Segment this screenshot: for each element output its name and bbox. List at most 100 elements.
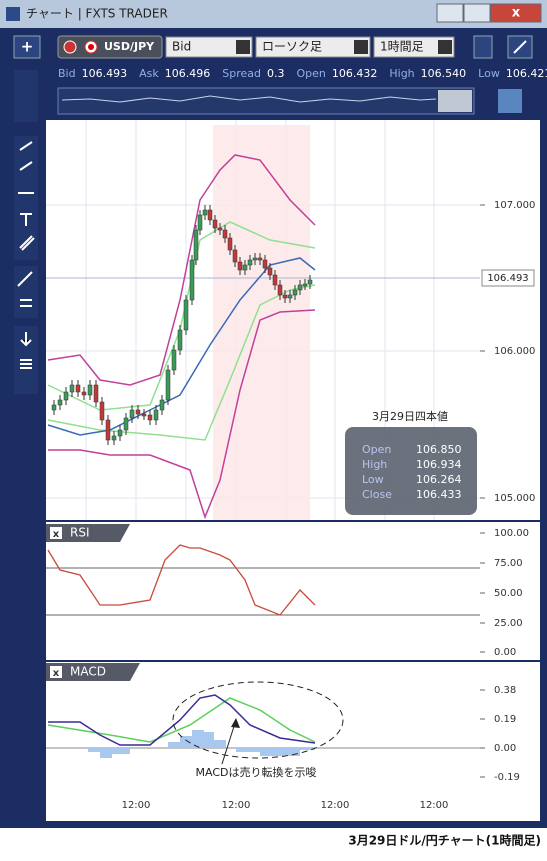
- quote-label: Spread: [222, 67, 261, 80]
- quote-label: High: [389, 67, 414, 80]
- tick-label: 50.00: [494, 588, 523, 599]
- dropdown-arrow: [354, 40, 368, 54]
- highlight-band: [213, 125, 310, 520]
- navigator-button[interactable]: [498, 89, 522, 113]
- candle-body: [202, 209, 208, 216]
- close-button[interactable]: [490, 3, 542, 23]
- quote-value: 106.493: [82, 67, 128, 80]
- close-icon: x: [53, 668, 60, 679]
- price-type-select[interactable]: [165, 36, 253, 58]
- dropdown-arrow: [438, 40, 452, 54]
- chart-type-select[interactable]: [255, 36, 371, 58]
- tick-label: 0.00: [494, 647, 516, 658]
- navigator[interactable]: [57, 87, 475, 115]
- candle-body: [153, 409, 159, 421]
- rsi-header: [46, 524, 130, 542]
- time-label: 12:00: [321, 800, 350, 811]
- quote-value: 106.432: [332, 67, 378, 80]
- macd-axis: 0.38 0.19 0.00 -0.19: [480, 685, 520, 783]
- tool-icons: [17, 141, 35, 369]
- current-price: 106.493: [487, 273, 528, 284]
- candle-body: [247, 259, 253, 266]
- candle-body: [183, 299, 189, 331]
- candle-body: [272, 274, 278, 286]
- candle-body: [81, 391, 87, 396]
- macd-signal: [47, 697, 316, 743]
- scroll-button[interactable]: [473, 35, 493, 59]
- candle-body: [252, 257, 258, 261]
- macd-line: [48, 694, 316, 746]
- current-price-tag: [481, 269, 535, 287]
- ohlc-value: 106.264: [416, 473, 462, 486]
- add-icon: +: [21, 38, 34, 56]
- rsi-title: RSI: [70, 526, 90, 540]
- tick-label: 0.19: [494, 714, 516, 725]
- time-label: 12:00: [420, 800, 449, 811]
- candles: [51, 205, 313, 445]
- annotation-pointer: [221, 719, 237, 765]
- symbol-button[interactable]: [57, 35, 163, 59]
- ohlc-label: High: [362, 458, 387, 471]
- candle-body: [207, 209, 213, 221]
- candle-body: [87, 384, 93, 396]
- candle-body: [159, 399, 165, 411]
- quote-row: Bid 106.493 Ask 106.496 Spread 0.3 Open 106.432…: [58, 67, 547, 80]
- candle-body: [99, 401, 105, 421]
- time-label: 12:00: [122, 800, 151, 811]
- candle-body: [75, 384, 81, 393]
- timeframe-select[interactable]: [373, 36, 455, 58]
- close-panel-button[interactable]: [50, 527, 62, 539]
- minimize-button[interactable]: [436, 3, 464, 23]
- close-panel-button[interactable]: [50, 666, 62, 678]
- detach-icon: [513, 40, 527, 54]
- tool-group: [14, 266, 38, 318]
- close-icon: x: [512, 6, 521, 21]
- timeframe: 1時間足: [380, 40, 424, 54]
- time-label: 12:00: [222, 800, 251, 811]
- dropdown-arrow: [236, 40, 250, 54]
- time-axis: [46, 785, 540, 821]
- candle-body: [217, 227, 223, 231]
- candle-body: [212, 219, 218, 229]
- app-icon: [6, 7, 20, 21]
- candle-body: [277, 284, 283, 296]
- navigator-line: [61, 95, 437, 103]
- candle-body: [297, 284, 303, 291]
- maximize-button[interactable]: [463, 3, 491, 23]
- ohlc-label: Open: [362, 443, 391, 456]
- rsi-axis: 100.00 75.00 50.00 25.00 0.00: [480, 528, 529, 658]
- candle-body: [189, 259, 195, 301]
- candle-body: [307, 279, 313, 285]
- candle-body: [227, 237, 233, 251]
- moving-average: [47, 257, 316, 436]
- flag-jp-dot: [88, 44, 94, 50]
- quote-label: Ask: [139, 67, 159, 80]
- tick-label: 25.00: [494, 618, 523, 629]
- annotation-ellipse: [172, 681, 344, 759]
- rsi-line: [47, 544, 316, 616]
- tick-label: 0.00: [494, 743, 516, 754]
- ohlc-title: 3月29日四本値: [372, 409, 448, 423]
- macd-header: [46, 663, 140, 681]
- bollinger-upper: [47, 154, 316, 386]
- macd-title: MACD: [70, 665, 106, 679]
- candle-body: [135, 409, 141, 415]
- tick-label: 100.00: [494, 528, 529, 539]
- candle-body: [93, 384, 99, 403]
- ohlc-label: Low: [362, 473, 384, 486]
- candle-body: [63, 391, 69, 401]
- quote-label: Low: [478, 67, 500, 80]
- window-title: チャート | FXTS TRADER: [26, 7, 168, 21]
- ohlc-rows: Open 106.850 High 106.934 Low 106.264 Close 106…: [362, 443, 462, 501]
- tick-label: 0.38: [494, 685, 516, 696]
- ohlc-box: [345, 427, 477, 515]
- price-tick-label: 106.000: [494, 346, 535, 357]
- add-button[interactable]: [13, 35, 41, 59]
- navigator-handle[interactable]: [438, 90, 472, 112]
- caption: 3月29日ドル/円チャート(1時間足): [348, 833, 541, 848]
- candle-body: [257, 257, 263, 261]
- chart-type: ローソク足: [262, 40, 322, 54]
- candle-body: [123, 417, 129, 431]
- tool-column: [14, 70, 38, 394]
